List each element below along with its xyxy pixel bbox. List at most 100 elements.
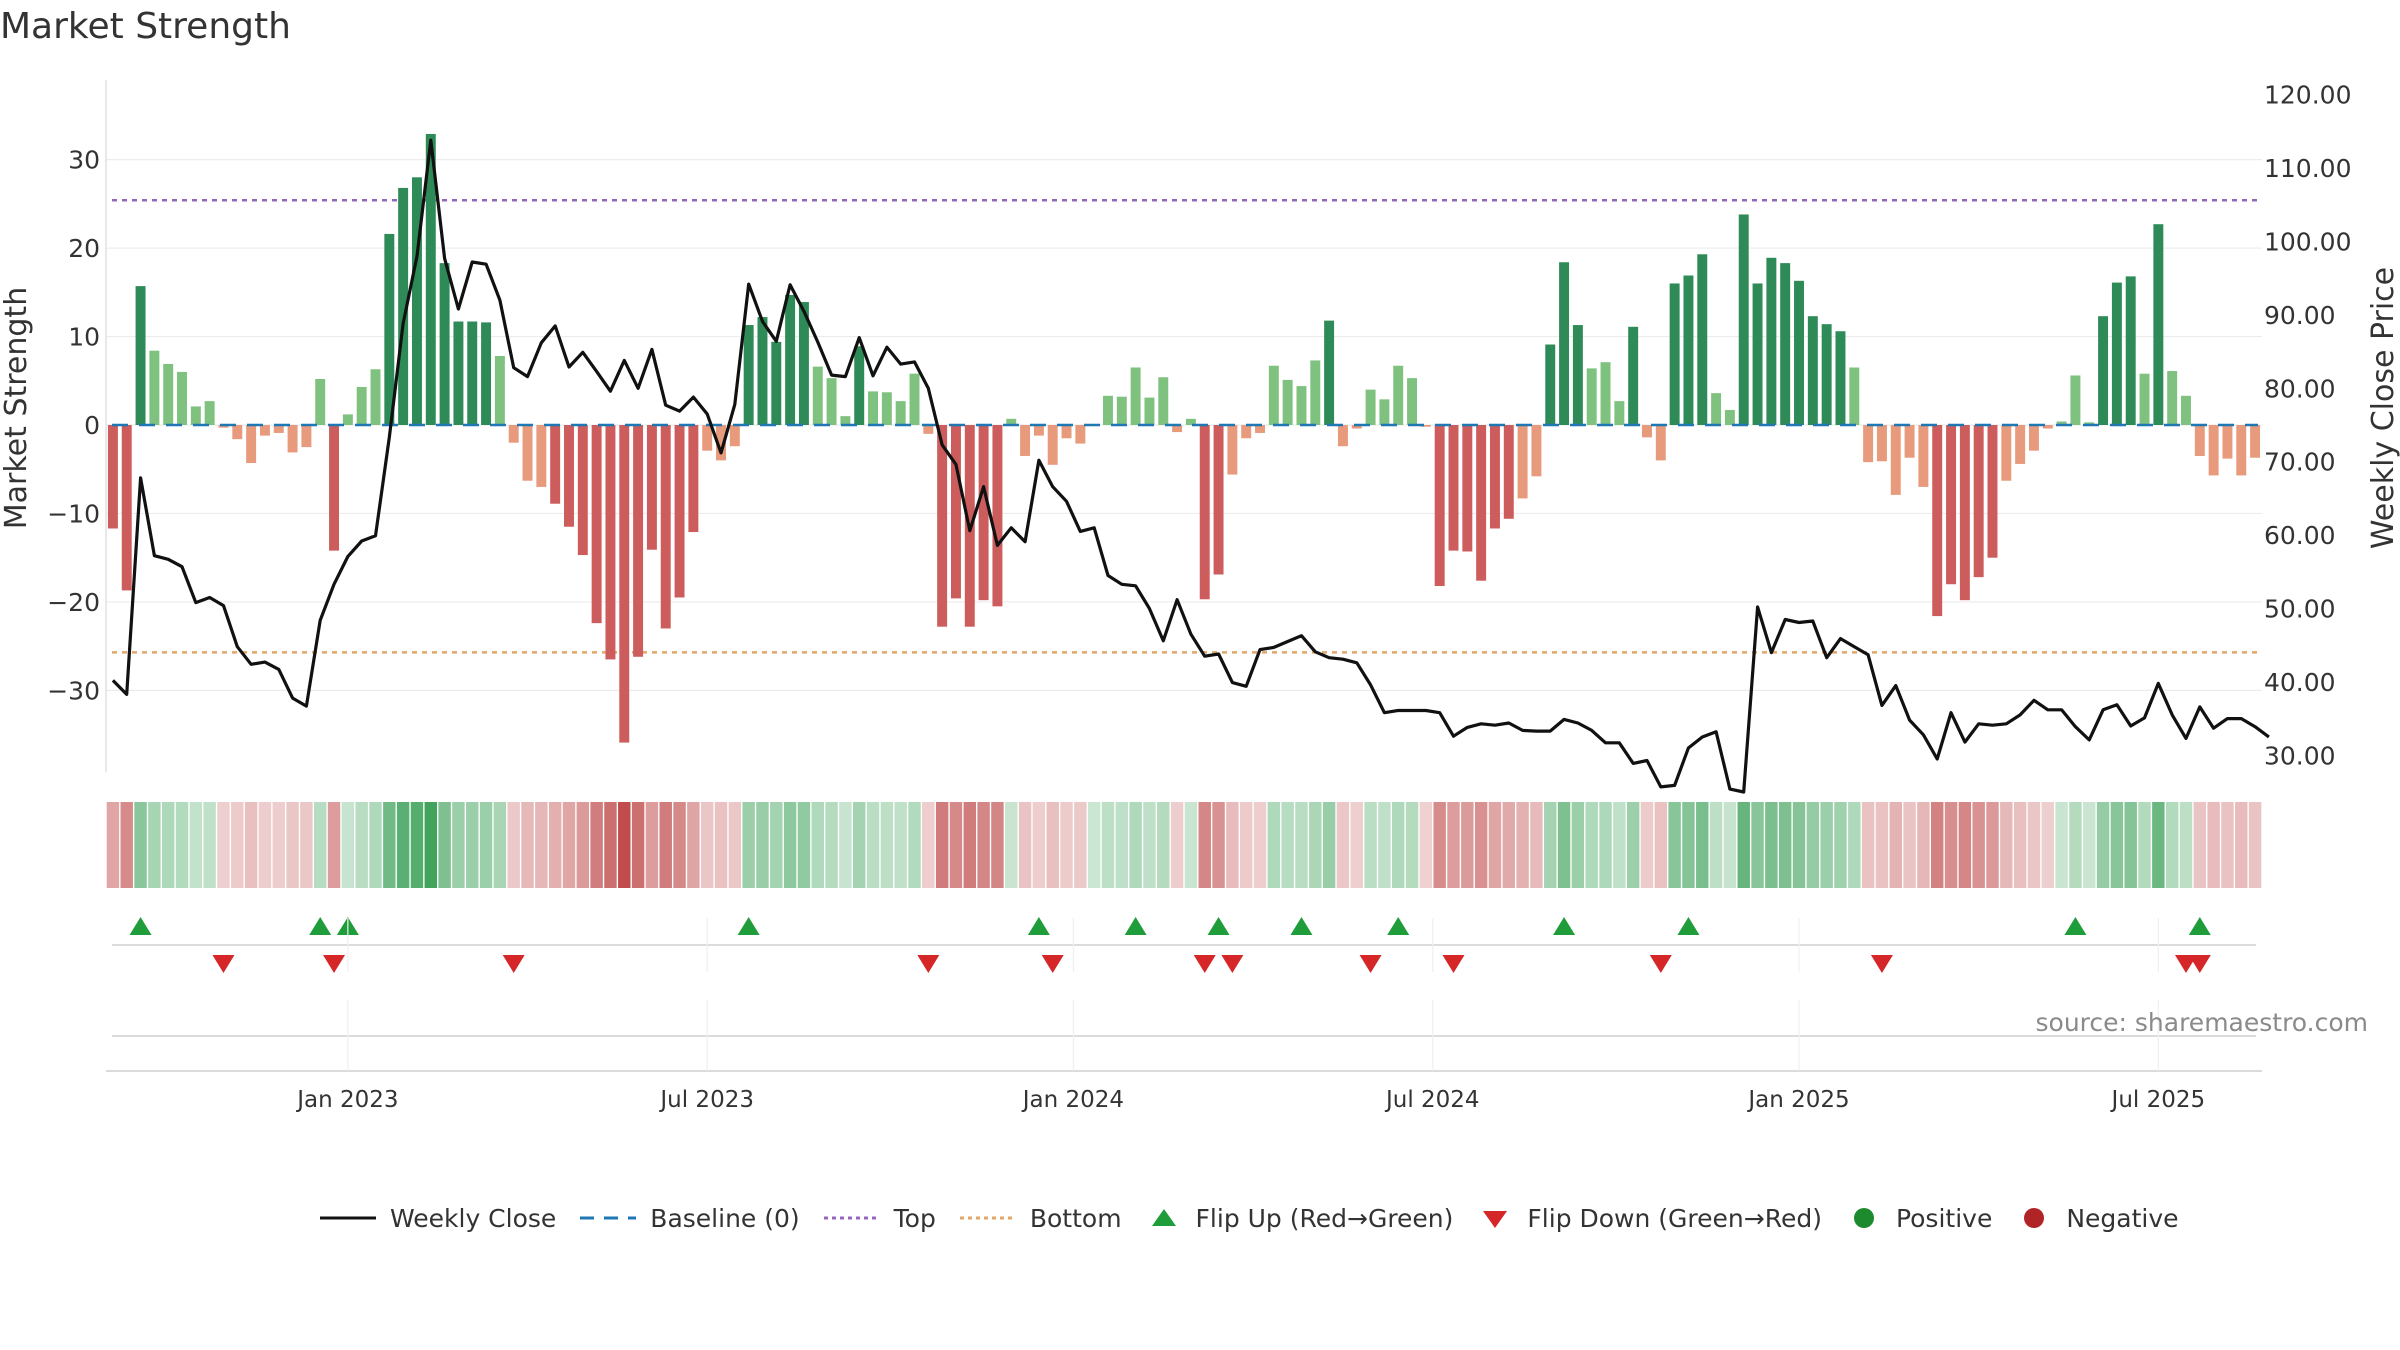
flip-up-marker[interactable] <box>1677 917 1700 935</box>
strength-bar[interactable] <box>301 425 312 448</box>
strength-bar[interactable] <box>771 341 782 425</box>
strength-bar[interactable] <box>2098 316 2109 425</box>
strength-bar[interactable] <box>1351 425 1362 429</box>
strength-bar[interactable] <box>2139 373 2150 425</box>
strength-bar[interactable] <box>992 425 1003 607</box>
strength-bar[interactable] <box>1448 425 1459 551</box>
strength-bar[interactable] <box>2084 422 2095 425</box>
strength-bar[interactable] <box>1724 409 1735 425</box>
strength-bar[interactable] <box>121 425 132 591</box>
strength-bar[interactable] <box>135 286 146 425</box>
flip-up-marker[interactable] <box>737 917 760 935</box>
legend-item-flip-up[interactable]: Flip Up (Red→Green) <box>1144 1204 1453 1233</box>
strength-bar[interactable] <box>1821 324 1832 425</box>
flip-up-marker[interactable] <box>1553 917 1576 935</box>
strength-bar[interactable] <box>177 371 187 425</box>
strength-bar[interactable] <box>2070 375 2081 425</box>
strength-bar[interactable] <box>1697 254 1708 425</box>
legend-item-positive[interactable]: Positive <box>1844 1204 1992 1233</box>
legend-item-negative[interactable]: Negative <box>2014 1204 2179 1233</box>
strength-bar[interactable] <box>494 356 505 425</box>
strength-bar[interactable] <box>1876 425 1887 462</box>
legend-item-bottom[interactable]: Bottom <box>958 1204 1122 1233</box>
strength-bar[interactable] <box>107 425 118 529</box>
strength-bar[interactable] <box>854 346 865 425</box>
strength-bar[interactable] <box>716 425 726 461</box>
strength-bar[interactable] <box>1600 362 1611 425</box>
strength-bar[interactable] <box>1462 425 1473 552</box>
flip-down-marker[interactable] <box>1041 955 1064 973</box>
flip-up-marker[interactable] <box>1124 917 1147 935</box>
strength-bar[interactable] <box>2111 282 2122 425</box>
strength-bar[interactable] <box>232 425 243 440</box>
strength-bar[interactable] <box>1158 377 1169 425</box>
strength-bar[interactable] <box>2194 425 2205 456</box>
flip-up-marker[interactable] <box>2188 917 2211 935</box>
strength-bar[interactable] <box>1642 425 1652 438</box>
strength-bar[interactable] <box>1669 283 1680 425</box>
flip-up-marker[interactable] <box>129 917 152 935</box>
strength-bar[interactable] <box>315 379 326 425</box>
weekly-close-polyline[interactable] <box>111 138 2270 794</box>
strength-bar[interactable] <box>1752 283 1763 425</box>
strength-bar[interactable] <box>702 425 713 451</box>
strength-bar[interactable] <box>2042 425 2053 429</box>
strength-bar[interactable] <box>1780 263 1791 425</box>
strength-bar[interactable] <box>2222 425 2233 459</box>
strength-bar[interactable] <box>1683 275 1694 426</box>
strength-bar[interactable] <box>1268 365 1279 425</box>
strength-bar[interactable] <box>1144 397 1155 425</box>
flip-down-marker[interactable] <box>323 955 346 973</box>
strength-bar[interactable] <box>1946 425 1957 585</box>
strength-bar[interactable] <box>923 425 934 434</box>
strength-bar[interactable] <box>729 425 740 447</box>
strength-bar[interactable] <box>1489 425 1500 529</box>
flip-up-marker[interactable] <box>2064 917 2087 935</box>
strength-bar[interactable] <box>536 425 547 487</box>
strength-bar[interactable] <box>1241 425 1252 439</box>
flip-down-marker[interactable] <box>1649 955 1672 973</box>
flip-down-marker[interactable] <box>502 955 525 973</box>
strength-bar[interactable] <box>2028 425 2039 451</box>
strength-bar[interactable] <box>204 401 215 425</box>
strength-bar[interactable] <box>2001 425 2012 481</box>
strength-bar[interactable] <box>826 378 837 425</box>
strength-bar[interactable] <box>1075 425 1086 444</box>
strength-bar[interactable] <box>273 425 284 433</box>
strength-bar[interactable] <box>1918 425 1929 487</box>
strength-bar[interactable] <box>1807 316 1818 425</box>
strength-bar[interactable] <box>757 317 768 425</box>
strength-bar[interactable] <box>1738 214 1749 425</box>
flip-down-marker[interactable] <box>1193 955 1216 973</box>
strength-bar[interactable] <box>329 425 340 551</box>
strength-bar[interactable] <box>1061 425 1072 439</box>
strength-bar[interactable] <box>1572 325 1583 425</box>
strength-bar[interactable] <box>1185 418 1196 425</box>
strength-bar[interactable] <box>1282 379 1293 425</box>
strength-bar[interactable] <box>909 373 920 425</box>
strength-bar[interactable] <box>1227 425 1238 475</box>
strength-bar[interactable] <box>2208 425 2219 476</box>
strength-bar[interactable] <box>1006 418 1017 425</box>
strength-bar[interactable] <box>1655 425 1666 461</box>
strength-bar[interactable] <box>2015 425 2026 464</box>
strength-bar[interactable] <box>1932 425 1943 617</box>
strength-bar[interactable] <box>1047 425 1058 465</box>
strength-bar[interactable] <box>1255 425 1265 433</box>
flip-down-marker[interactable] <box>1870 955 1893 973</box>
strength-bar[interactable] <box>1296 386 1307 425</box>
strength-bar[interactable] <box>1987 425 1998 558</box>
strength-bar[interactable] <box>1116 396 1127 425</box>
strength-bar[interactable] <box>522 425 533 481</box>
strength-bar[interactable] <box>1559 262 1570 425</box>
strength-bar[interactable] <box>384 233 395 425</box>
strength-bar[interactable] <box>1545 344 1556 426</box>
flip-down-marker[interactable] <box>917 955 940 973</box>
strength-bar[interactable] <box>2167 371 2178 425</box>
strength-bar[interactable] <box>577 425 588 556</box>
strength-bar[interactable] <box>370 369 381 425</box>
strength-bar[interactable] <box>646 425 657 550</box>
strength-bar[interactable] <box>2125 276 2136 425</box>
strength-bar[interactable] <box>1130 367 1141 426</box>
legend-item-flip-down[interactable]: Flip Down (Green→Red) <box>1475 1204 1822 1233</box>
